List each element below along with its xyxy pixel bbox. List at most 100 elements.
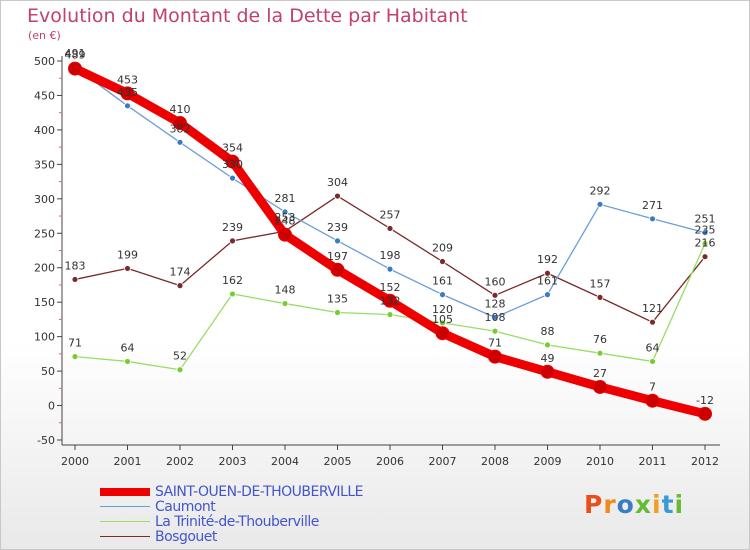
proxiti-logo: Proxiti (584, 490, 684, 519)
y-tick-label: -50 (37, 434, 55, 447)
data-point (281, 300, 289, 307)
series-markers (68, 61, 712, 421)
x-tick-label: 2009 (534, 455, 562, 468)
x-axis-ticks: 2000 2001 2002 2003 2004 2005 2006 2007 2008 2009… (61, 445, 719, 468)
data-point (229, 174, 236, 182)
x-tick-label: 2011 (639, 455, 667, 468)
data-label: 7 (649, 381, 656, 394)
data-point (491, 327, 499, 335)
data-label: 160 (485, 275, 506, 288)
data-label: 271 (642, 199, 663, 212)
data-point (281, 208, 289, 216)
data-point (68, 61, 82, 76)
data-label: 192 (537, 253, 558, 266)
data-label: 108 (485, 311, 506, 324)
data-point (439, 319, 446, 327)
data-point (649, 318, 656, 326)
series-lines (70, 64, 710, 419)
y-tick-label: 300 (34, 193, 55, 206)
data-point (278, 227, 292, 242)
y-tick-label: 400 (34, 124, 55, 137)
legend-label: Bosgouet (155, 529, 217, 545)
legend-label: Caumont (155, 499, 216, 515)
data-label: 453 (117, 73, 138, 86)
data-point (120, 86, 135, 101)
data-point (124, 265, 131, 272)
data-point (645, 393, 660, 408)
data-label: 148 (275, 284, 296, 297)
data-point (596, 293, 604, 301)
data-point (330, 262, 345, 277)
data-label: 489 (65, 49, 86, 62)
data-point (491, 313, 499, 321)
data-labels: 183 199 174 239 253 304 257 209 160 192 157 121 216 7… (65, 47, 716, 407)
y-tick-label: 200 (34, 262, 55, 275)
x-tick-label: 2010 (586, 455, 614, 468)
x-tick-label: 2000 (61, 455, 89, 468)
logo-letter: P (584, 490, 604, 519)
data-point (698, 406, 712, 421)
y-tick-label: 150 (34, 296, 55, 309)
data-label: 239 (222, 221, 243, 234)
data-point (439, 291, 446, 299)
data-label: -12 (696, 394, 714, 407)
y-tick-label: 350 (34, 158, 55, 171)
data-label: 183 (65, 259, 86, 272)
data-label: 174 (170, 266, 191, 279)
data-point (491, 291, 499, 299)
data-point (544, 341, 551, 349)
data-label: 71 (68, 337, 82, 350)
data-point (649, 215, 656, 223)
data-point (334, 192, 341, 200)
data-label: 354 (222, 142, 243, 155)
logo-letter: o (616, 490, 635, 519)
chart-unit-label: (en €) (28, 29, 61, 42)
logo-letter: r (603, 490, 617, 519)
logo-letter: i (674, 490, 685, 519)
y-axis-ticks: -50 0 50 100 150 200 250 300 350 400 450 500 (34, 55, 62, 447)
data-label: 64 (646, 341, 660, 354)
data-point (596, 200, 604, 208)
data-point (173, 116, 187, 131)
data-label: 235 (695, 224, 716, 237)
legend-swatch (100, 506, 150, 507)
data-point (334, 309, 341, 316)
data-point (229, 237, 236, 245)
data-label: 197 (327, 250, 348, 263)
data-point (386, 311, 394, 318)
data-label: 253 (275, 211, 296, 224)
data-label: 121 (642, 302, 663, 315)
data-label: 161 (537, 275, 558, 288)
data-point (701, 253, 709, 261)
y-tick-label: 500 (34, 55, 55, 68)
data-point (488, 349, 502, 364)
data-point (225, 154, 240, 169)
data-point (596, 349, 604, 357)
data-label: 410 (170, 103, 191, 116)
data-label: 64 (121, 341, 135, 354)
data-label: 209 (432, 242, 453, 255)
series-line (70, 64, 710, 419)
data-label: 257 (380, 208, 401, 221)
data-label: 27 (593, 367, 607, 380)
data-label: 52 (173, 350, 187, 363)
y-tick-label: 450 (34, 89, 55, 102)
data-point (544, 291, 551, 299)
data-point (176, 282, 184, 290)
logo-letter: x (634, 490, 652, 519)
data-label: 162 (222, 274, 243, 287)
data-label: 157 (590, 277, 611, 290)
legend-swatch (100, 521, 150, 522)
data-label: 330 (222, 158, 243, 171)
x-tick-label: 2004 (271, 455, 299, 468)
data-label: 76 (593, 333, 607, 346)
data-point (383, 293, 397, 308)
data-point (176, 138, 184, 146)
data-label: 71 (488, 337, 502, 350)
data-label: 304 (327, 176, 348, 189)
x-tick-label: 2007 (429, 455, 457, 468)
data-label: 152 (380, 281, 401, 294)
x-tick-label: 2005 (324, 455, 352, 468)
data-point (540, 364, 555, 379)
data-point (334, 237, 341, 245)
